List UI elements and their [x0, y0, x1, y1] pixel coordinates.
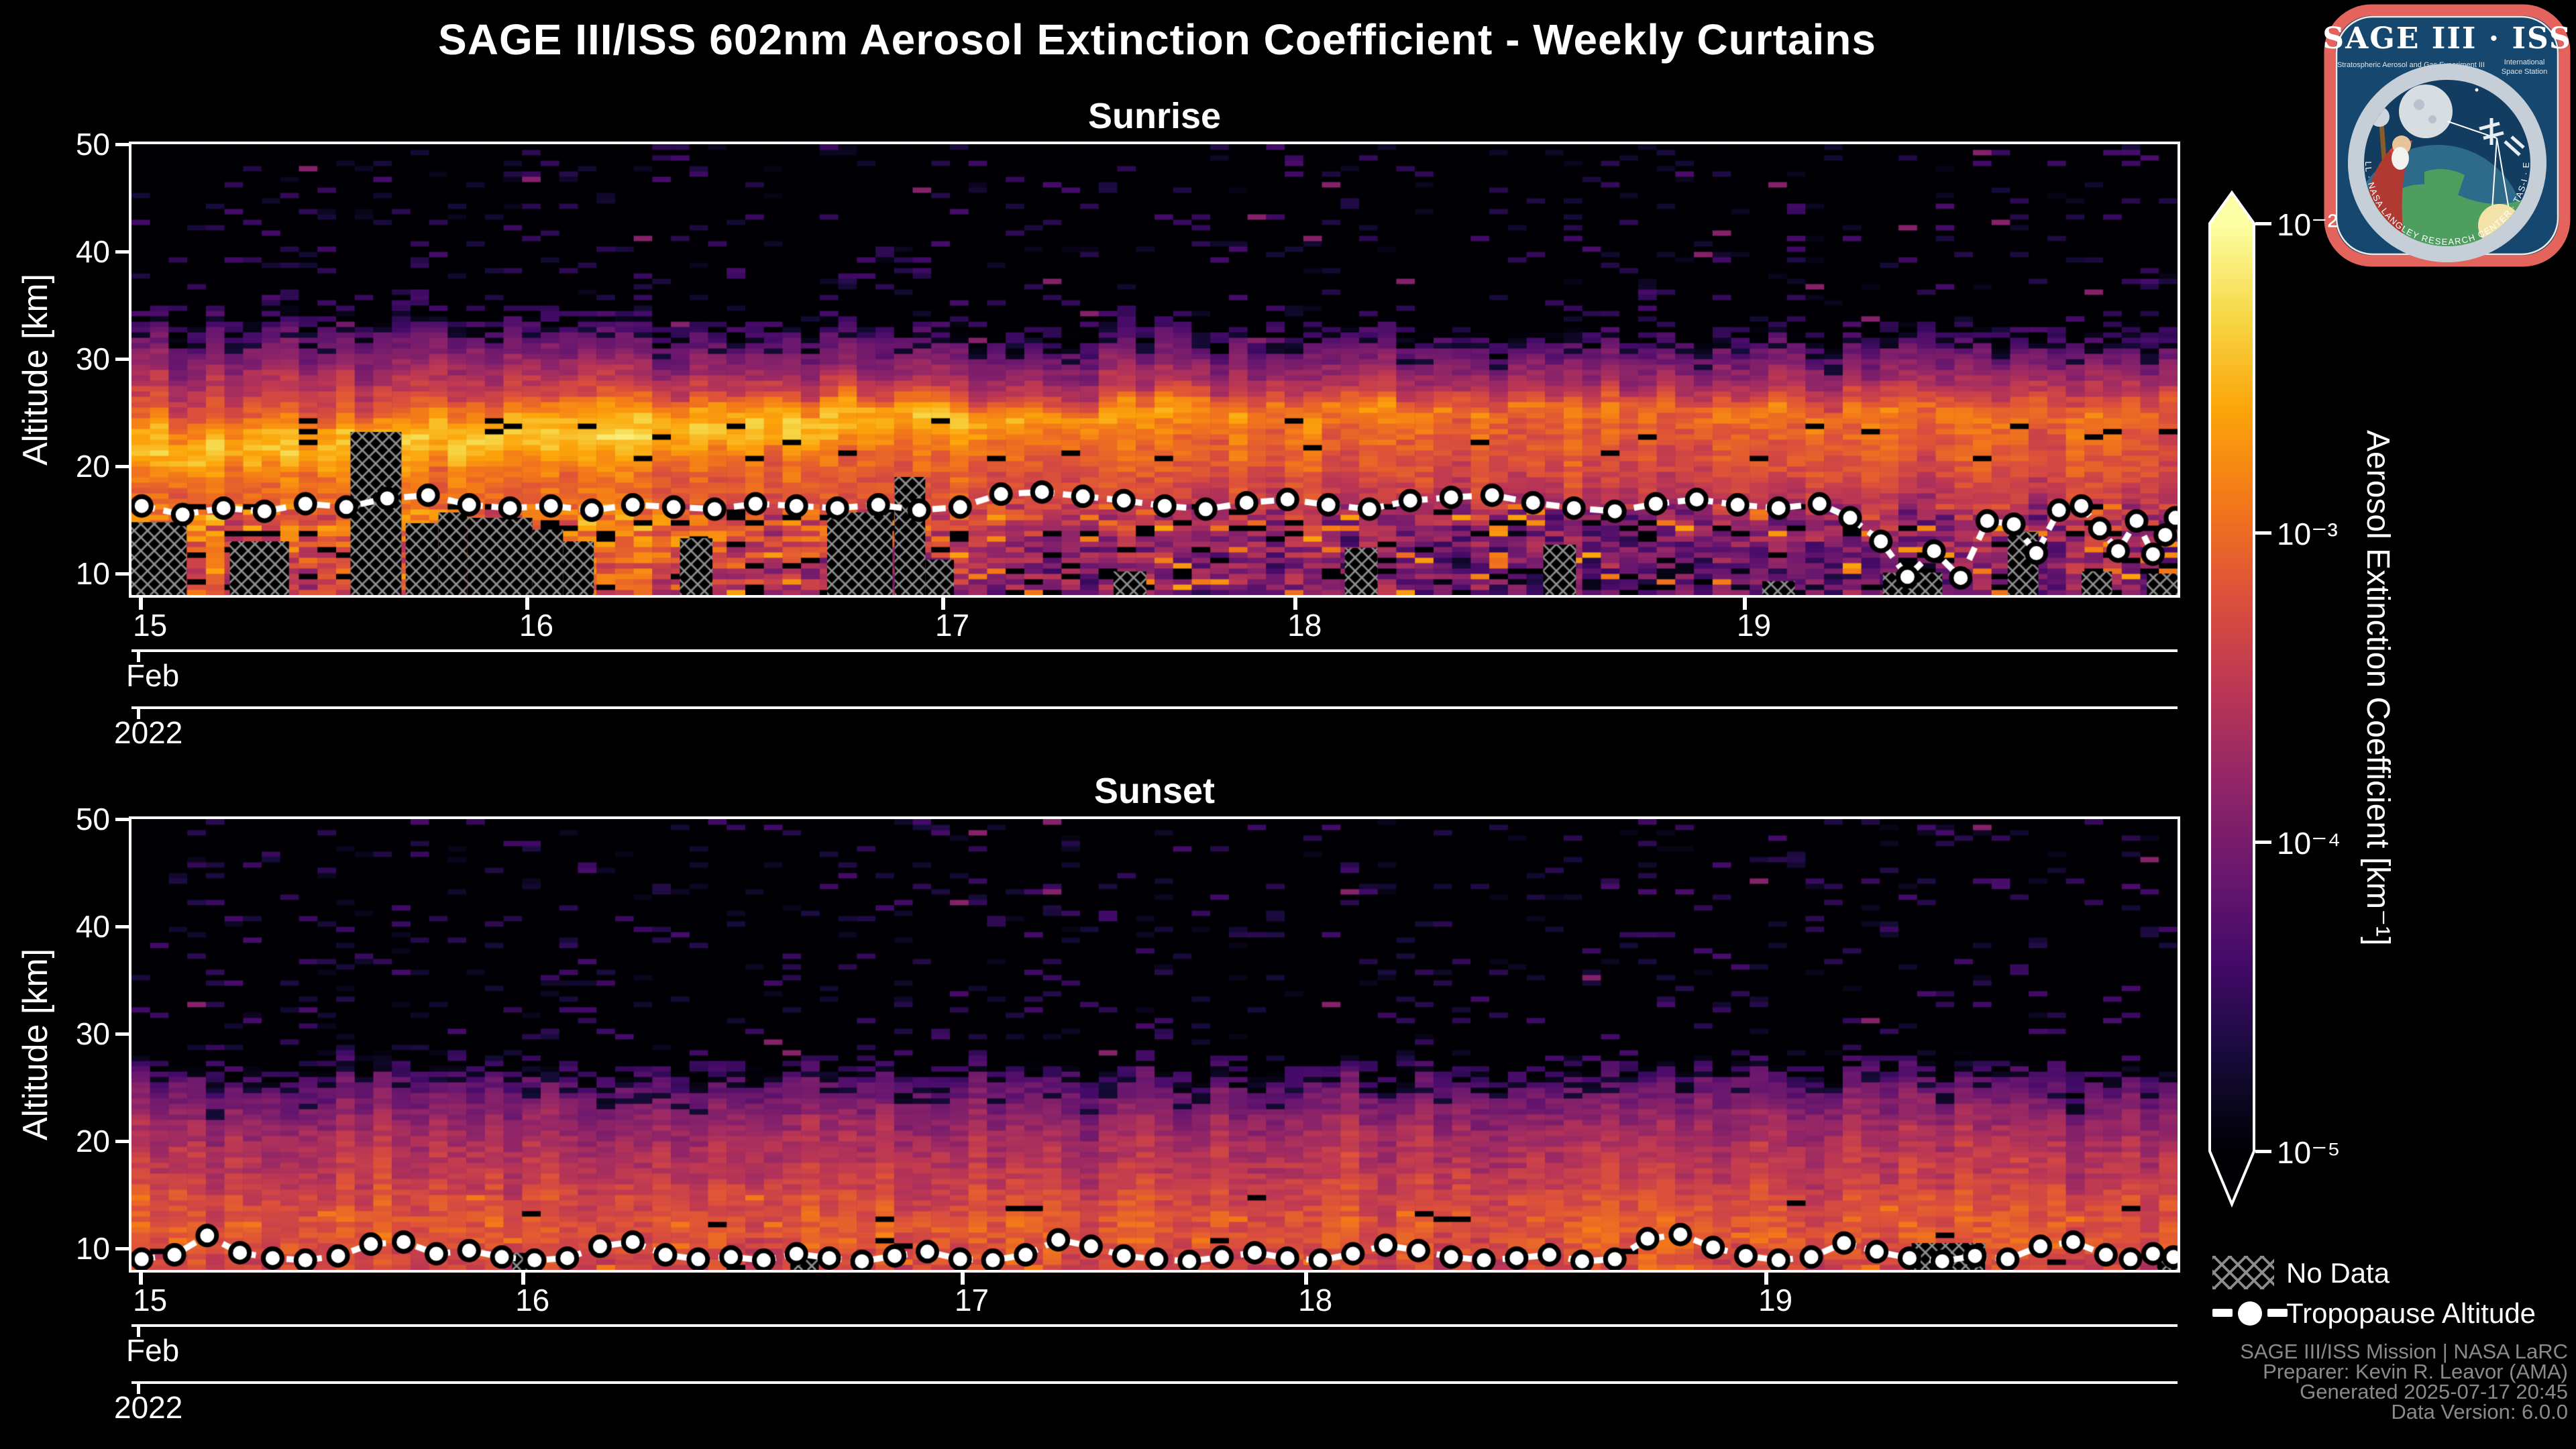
x-axis-day-tick	[960, 1270, 965, 1285]
sunset-year-label: 2022	[114, 1390, 183, 1425]
date-axis-month-tick	[137, 652, 140, 662]
sunrise-year-label: 2022	[114, 715, 183, 750]
x-axis-day-label: 18	[1287, 608, 1322, 643]
y-axis-tick-label: 10	[75, 556, 110, 591]
x-axis-day-label: 16	[519, 608, 554, 643]
credit-line: SAGE III/ISS Mission | NASA LaRC	[2240, 1340, 2568, 1363]
tropopause-marker-icon	[2238, 1301, 2262, 1326]
x-axis-day-label: 15	[133, 608, 168, 643]
sunset-heatmap-canvas	[131, 819, 2178, 1270]
x-axis-day-tick	[525, 595, 529, 610]
y-axis-tick	[115, 818, 130, 821]
no-data-hatch-swatch-icon	[2212, 1256, 2274, 1289]
colorbar	[2208, 190, 2255, 1208]
x-axis-day-label: 18	[1298, 1283, 1333, 1318]
credit-line: Preparer: Kevin R. Leavor (AMA)	[2263, 1360, 2568, 1383]
date-axis-year-tick	[137, 709, 140, 719]
credits-block: SAGE III/ISS Mission | NASA LaRC Prepare…	[2240, 1340, 2568, 1424]
x-axis-day-label: 19	[1736, 608, 1772, 643]
colorbar-tick	[2255, 1150, 2271, 1153]
tropopause-line-dash-icon	[2212, 1309, 2233, 1317]
date-axis-month-line	[131, 1324, 2178, 1327]
x-axis-day-tick	[521, 1270, 526, 1285]
colorbar-tick	[2255, 841, 2271, 844]
colorbar-tick-label: 10⁻²	[2277, 207, 2338, 242]
x-axis-day-label: 15	[133, 1283, 168, 1318]
x-axis-day-label: 17	[934, 608, 970, 643]
colorbar-tick	[2255, 531, 2271, 535]
x-axis-day-tick	[1742, 595, 1747, 610]
logo-title: SAGE III · ISS	[2324, 21, 2571, 56]
sunrise-panel-title: Sunrise	[1087, 96, 1222, 136]
y-axis-tick	[115, 1247, 130, 1250]
y-axis-tick-label: 20	[75, 1124, 110, 1159]
y-axis-tick	[115, 925, 130, 928]
logo-subtitle-right-1: International	[2504, 58, 2545, 66]
colorbar-tick	[2255, 222, 2271, 225]
colorbar-tick-label: 10⁻³	[2277, 517, 2338, 551]
x-axis-day-tick	[1764, 1270, 1768, 1285]
logo-subtitle-right-2: Space Station	[2502, 68, 2548, 76]
y-axis-tick-label: 40	[75, 909, 110, 944]
y-axis-tick	[115, 358, 130, 361]
y-axis-tick	[115, 465, 130, 468]
x-axis-day-tick	[139, 1270, 144, 1285]
y-axis-tick-label: 10	[75, 1231, 110, 1266]
sunrise-month-label: Feb	[126, 658, 180, 693]
sage-iss-mission-logo: SAGE III · ISS Stratospheric Aerosol and…	[2324, 4, 2571, 267]
y-axis-tick	[115, 572, 130, 576]
y-axis-tick-label: 30	[75, 1016, 110, 1051]
tropopause-line-dash-icon	[2267, 1309, 2288, 1317]
colorbar-tick-label: 10⁻⁴	[2277, 826, 2341, 861]
date-axis-month-tick	[137, 1327, 140, 1337]
sunset-month-label: Feb	[126, 1333, 180, 1368]
y-axis-tick	[115, 250, 130, 254]
sunrise-panel-frame	[129, 142, 2180, 598]
credit-line: Generated 2025-07-17 20:45	[2300, 1380, 2568, 1403]
sunset-panel-frame	[129, 816, 2180, 1273]
x-axis-day-tick	[941, 595, 945, 610]
tropopause-legend-label: Tropopause Altitude	[2286, 1297, 2536, 1329]
x-axis-day-tick	[1304, 1270, 1308, 1285]
y-axis-tick-label: 50	[75, 127, 110, 162]
colorbar-gradient-bar	[2208, 190, 2255, 1208]
y-axis-tick-label: 40	[75, 234, 110, 269]
sunset-panel-title: Sunset	[1093, 771, 1216, 811]
date-axis-year-line	[131, 1381, 2178, 1384]
y-axis-tick	[115, 1140, 130, 1143]
date-axis-month-line	[131, 649, 2178, 652]
x-axis-day-tick	[1293, 595, 1298, 610]
y-axis-tick-label: 50	[75, 802, 110, 837]
no-data-legend-label: No Data	[2286, 1257, 2390, 1289]
y-axis-tick-label: 30	[75, 341, 110, 376]
x-axis-day-label: 19	[1758, 1283, 1793, 1318]
sunrise-heatmap-canvas	[131, 144, 2178, 595]
colorbar-tick-label: 10⁻⁵	[2277, 1135, 2341, 1170]
date-axis-year-line	[131, 706, 2178, 709]
colorbar-title: Aerosol Extinction Coefficient [km⁻¹]	[2360, 429, 2396, 946]
page-title: SAGE III/ISS 602nm Aerosol Extinction Co…	[438, 15, 1876, 64]
x-axis-day-label: 17	[954, 1283, 989, 1318]
x-axis-day-tick	[139, 595, 144, 610]
y-axis-tick	[115, 143, 130, 146]
y-axis-tick-label: 20	[75, 449, 110, 484]
date-axis-year-tick	[137, 1384, 140, 1394]
y-axis-tick	[115, 1032, 130, 1036]
x-axis-day-label: 16	[515, 1283, 550, 1318]
credit-line: Data Version: 6.0.0	[2391, 1400, 2568, 1424]
